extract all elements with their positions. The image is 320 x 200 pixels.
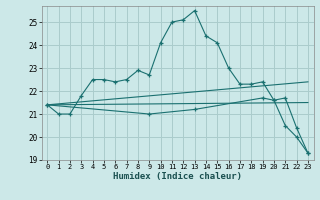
X-axis label: Humidex (Indice chaleur): Humidex (Indice chaleur) — [113, 172, 242, 181]
